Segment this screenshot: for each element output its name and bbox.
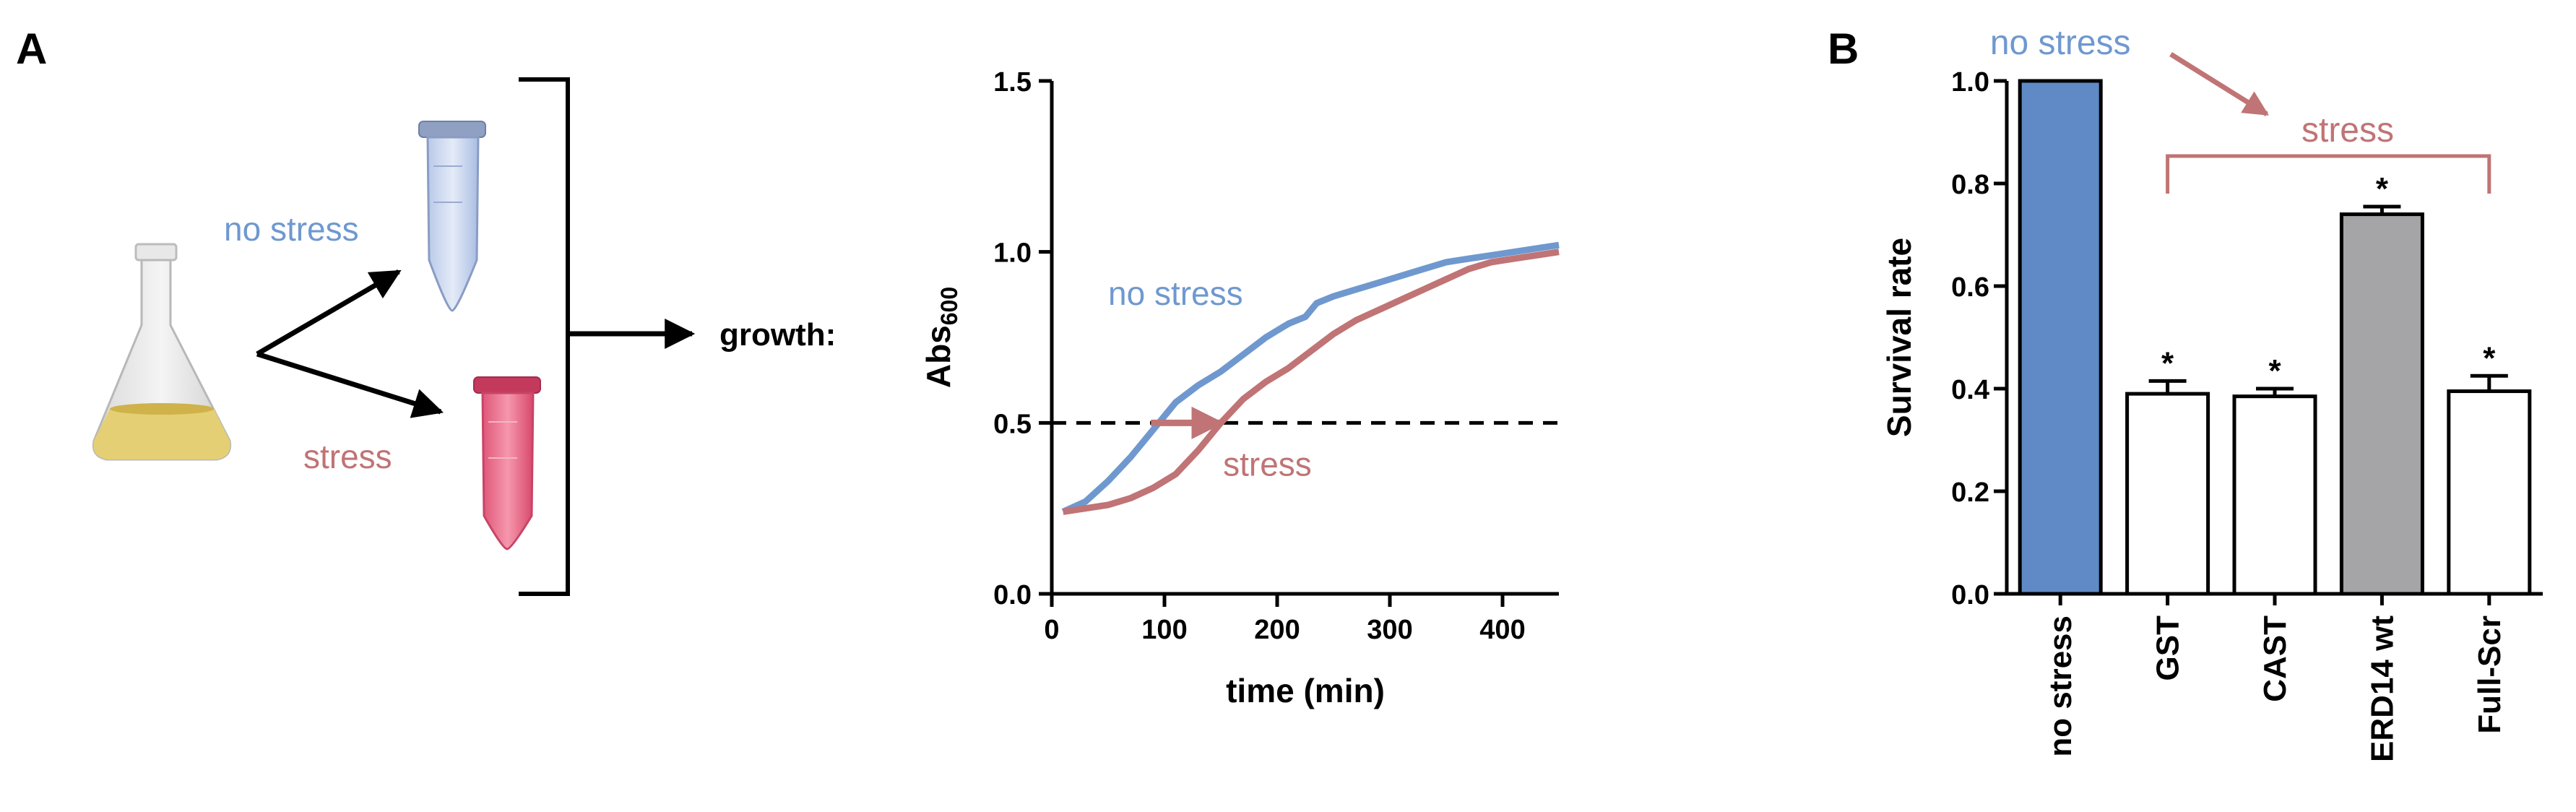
y-axis-label-subscript: 600 — [936, 287, 962, 325]
category-label: GST — [2151, 616, 2186, 681]
y-tick-label: 0.6 — [1951, 272, 1989, 303]
x-tick-label: 300 — [1367, 615, 1412, 645]
x-axis-label: time (min) — [1226, 672, 1385, 709]
category-label: ERD14 wt — [2364, 616, 2400, 762]
schematic-no-stress-label: no stress — [224, 210, 359, 248]
x-tick-label: 0 — [1044, 615, 1059, 645]
y-tick-label: 0.5 — [993, 409, 1032, 439]
y-axis-label-main: Abs — [920, 325, 957, 388]
series-line-no_stress — [1061, 241, 1560, 515]
stress-group-bracket — [2166, 154, 2491, 194]
bar-cast — [2232, 394, 2317, 596]
y-tick-label: 0.2 — [1951, 478, 1989, 508]
panel-a-label: A — [16, 25, 47, 73]
grouping-bracket — [519, 77, 570, 596]
y-axis-label: Abs600 — [920, 287, 962, 388]
split-arrow-down — [256, 351, 444, 418]
stress-tube-icon — [473, 376, 541, 550]
y-tick-label: 1.0 — [993, 238, 1032, 269]
y-tick-label: 1.0 — [1951, 67, 1989, 98]
schematic-stress-label: stress — [303, 438, 392, 475]
category-label: Full-Scr — [2472, 616, 2507, 734]
x-tick-label: 400 — [1479, 615, 1525, 645]
category-label: CAST — [2257, 616, 2293, 702]
growth-label: growth: — [719, 317, 836, 353]
stress-arrow — [2169, 52, 2269, 116]
bar-no-stress — [2018, 79, 2103, 596]
no-stress-tube-icon — [418, 121, 486, 312]
annotation-stress: stress — [1223, 446, 1312, 483]
significance-star: * — [2376, 171, 2389, 207]
panel-b-label: B — [1828, 25, 1859, 73]
flask-icon — [92, 243, 232, 461]
x-tick-label: 200 — [1254, 615, 1300, 645]
significance-star: * — [2161, 345, 2174, 381]
split-arrow-up — [256, 269, 402, 357]
significance-star: * — [2483, 340, 2496, 376]
y-axis-label: Survival rate — [1880, 238, 1918, 437]
annotation-stress: stress — [2301, 111, 2394, 150]
significance-star: * — [2268, 353, 2281, 389]
y-tick-label: 0.0 — [1951, 580, 1989, 610]
x-tick-label: 100 — [1141, 615, 1187, 645]
category-label: no stress — [2043, 616, 2078, 757]
annotation-no-stress: no stress — [1990, 24, 2131, 62]
y-tick-label: 1.5 — [993, 67, 1032, 98]
growth-line-chart: 0.0 0.5 1.0 1.5 0 100 200 300 400 time (min) Abs60… — [920, 67, 1560, 709]
annotation-no-stress: no stress — [1108, 275, 1243, 312]
bar-full-scr — [2447, 389, 2532, 596]
bar-gst — [2125, 392, 2210, 596]
y-tick-label: 0.8 — [1951, 170, 1989, 200]
y-tick-label: 0.0 — [993, 580, 1032, 610]
y-tick-label: 0.4 — [1951, 375, 1989, 405]
bar-erd14-wt — [2339, 212, 2424, 596]
survival-bar-chart: 0.0 0.2 0.4 0.6 0.8 1.0 Survival rate no stress… — [1880, 24, 2543, 762]
series-line-stress — [1062, 249, 1560, 515]
